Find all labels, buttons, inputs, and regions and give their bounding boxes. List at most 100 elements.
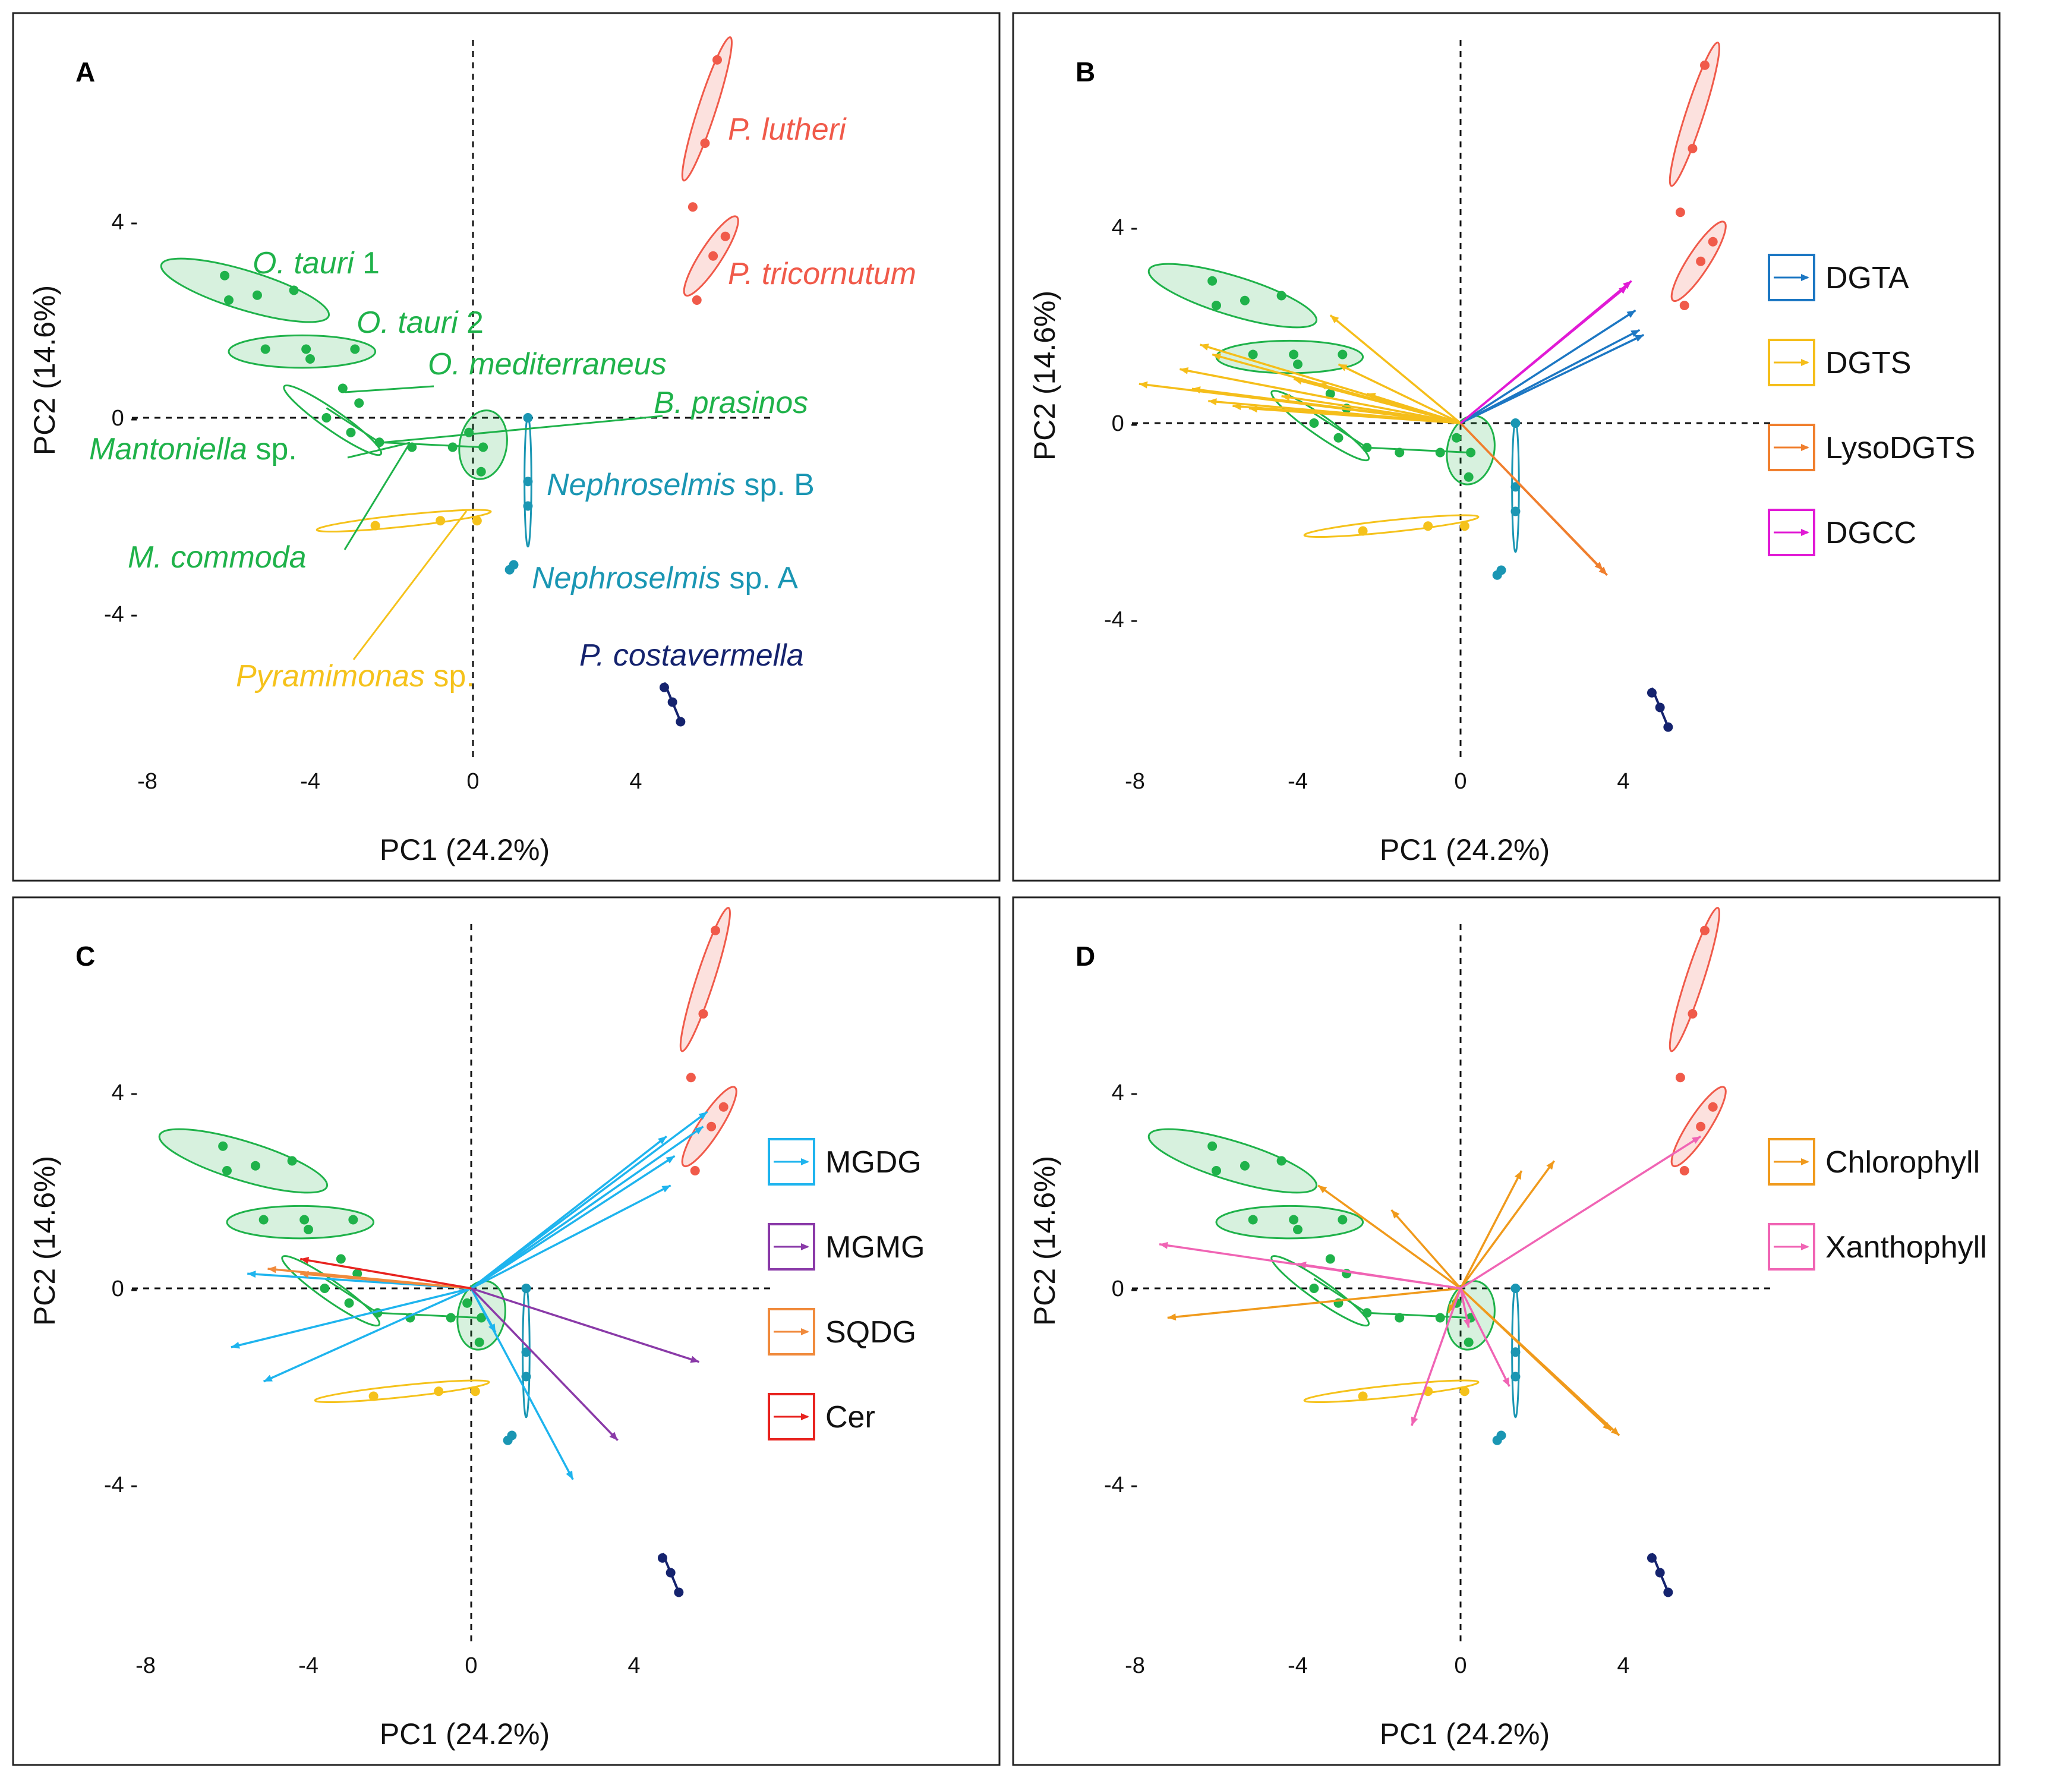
arrow-head: [1139, 381, 1148, 389]
loading-arrow-chlorophyll: [1459, 1287, 1612, 1432]
loading-arrow-chlorophyll: [1459, 1160, 1555, 1290]
y-tick-label: -4 -: [104, 1473, 138, 1498]
species-label-italic: Nephroselmis: [532, 561, 721, 595]
score-point: [320, 1284, 330, 1293]
species-label-italic: B. prasinos: [654, 386, 808, 420]
arrow-head: [263, 1375, 273, 1382]
score-point: [1338, 1215, 1348, 1225]
y-tick-label: 0 -: [112, 406, 138, 431]
score-point: [1248, 1215, 1258, 1225]
score-point: [446, 1313, 456, 1323]
species-label-italic: P. tricornutum: [728, 257, 916, 291]
arrow-head: [1318, 382, 1327, 390]
score-point: [1700, 60, 1710, 70]
species-label: Nephroselmis sp. B: [547, 468, 815, 502]
y-tick-label: 4 -: [112, 1080, 138, 1105]
loading-arrow-dgts: [1366, 392, 1461, 424]
green-chain-line: [1313, 412, 1469, 453]
score-point: [690, 1166, 700, 1175]
panel-a: A -8 -4 0 4 4 - 0 - -4 - PC1 (24.2%) PC2 (14.6%) P…: [12, 12, 1001, 882]
arrow-head: [1692, 1136, 1701, 1144]
score-point: [692, 295, 702, 305]
species-label: P. lutheri: [728, 112, 847, 147]
x-tick-label: 0: [1454, 769, 1467, 794]
legend-item-dgts: DGTS: [1768, 339, 1911, 386]
x-axis-title: PC1 (24.2%): [380, 833, 550, 866]
legend-label: MGMG: [825, 1230, 925, 1265]
score-point: [687, 202, 698, 212]
score-point: [718, 1102, 728, 1112]
score-point: [700, 138, 710, 148]
group-ellipse: [1270, 1255, 1370, 1327]
panel-b: B -8 -4 0 4 4 - 0 - -4 - PC1 (24.2%) PC2 (14.6%) D…: [1012, 12, 2001, 882]
score-point: [301, 344, 311, 354]
x-tick-label: 4: [1617, 1653, 1629, 1678]
legend-item-sqdg: SQDG: [768, 1308, 916, 1356]
species-label-italic: O. mediterraneus: [428, 347, 667, 382]
score-point: [1679, 1166, 1689, 1175]
x-tick-label: -8: [1125, 769, 1145, 794]
x-tick-label: -4: [300, 769, 320, 794]
score-point: [1338, 349, 1348, 360]
score-point: [1708, 237, 1718, 247]
arrow-head: [566, 1470, 573, 1480]
arrow-head: [1330, 315, 1339, 324]
loading-arrow-xanthophyll: [1411, 1288, 1462, 1426]
species-label: Pyramimonas sp.: [236, 659, 475, 694]
panel-frame: [12, 896, 1001, 1766]
group-ellipse: [1303, 1379, 1480, 1404]
loading-arrow-mgdg: [470, 1288, 497, 1334]
score-point: [260, 344, 270, 354]
score-point: [474, 1337, 484, 1347]
arrow-head: [658, 1136, 667, 1145]
score-point: [1688, 1009, 1698, 1019]
panel-letter: B: [1076, 56, 1095, 87]
panel-c: C -8 -4 0 4 4 - 0 - -4 - PC1 (24.2%) PC2 (14.6%) M…: [12, 896, 1001, 1766]
legend-item-mgdg: MGDG: [768, 1138, 922, 1186]
group-ellipse: [314, 1379, 490, 1404]
y-tick-label: 0 -: [1112, 411, 1138, 436]
arrow-head: [1200, 343, 1209, 351]
loading-arrow-dgcc: [1459, 285, 1628, 424]
species-label-italic: O. tauri: [253, 246, 355, 280]
loading-arrow-dgts: [1248, 407, 1461, 424]
arrow-head: [694, 1126, 704, 1134]
score-point: [1309, 1284, 1319, 1293]
y-axis-title: PC2 (14.6%): [1028, 291, 1061, 461]
score-point: [370, 521, 380, 531]
score-point: [434, 1386, 444, 1397]
score-point: [1248, 349, 1258, 360]
x-tick-label: 0: [1454, 1653, 1467, 1678]
loading-arrow-cer: [300, 1257, 472, 1290]
y-tick-label: 4 -: [1112, 215, 1138, 240]
y-tick-label: -4 -: [1104, 607, 1138, 632]
panel-d: D -8 -4 0 4 4 - 0 - -4 - PC1 (24.2%) PC2 (14.6%) C…: [1012, 896, 2001, 1766]
score-point: [476, 466, 486, 477]
arrow-head: [1801, 1158, 1809, 1165]
score-point: [447, 442, 458, 452]
arrow-head: [1603, 1422, 1611, 1431]
panel-frame: [1012, 12, 2001, 882]
score-point: [348, 1215, 358, 1225]
arrow-head: [1801, 529, 1809, 536]
legend-label: Xanthophyll: [1825, 1230, 1987, 1265]
arrow-head: [247, 1271, 256, 1278]
score-point: [250, 1161, 260, 1171]
score-point: [521, 1372, 531, 1382]
x-tick-label: -4: [1288, 1653, 1308, 1678]
score-point: [1212, 1166, 1221, 1175]
leader-line: [343, 442, 411, 550]
score-point: [1700, 925, 1710, 935]
score-point: [289, 285, 299, 295]
legend-label: SQDG: [825, 1315, 916, 1350]
arrow-head: [661, 1185, 671, 1193]
arrow-head: [231, 1341, 240, 1349]
score-point: [1240, 1161, 1250, 1171]
loading-arrow-dgts: [1281, 395, 1461, 424]
navy-chain-line: [1651, 687, 1670, 728]
score-point: [287, 1156, 297, 1166]
arrow-head: [1167, 1313, 1177, 1321]
species-label: P. costavermella: [579, 638, 804, 673]
score-point: [1496, 565, 1506, 575]
score-point: [1510, 1284, 1521, 1293]
